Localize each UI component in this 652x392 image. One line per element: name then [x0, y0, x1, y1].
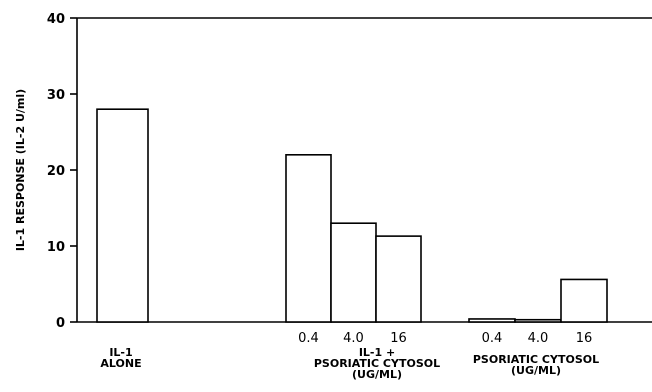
- y-axis-label: IL-1 RESPONSE (IL-2 U/ml): [14, 89, 27, 251]
- y-tick-label: 20: [47, 164, 65, 179]
- bar-category-label: 0.4: [298, 331, 319, 346]
- y-tick-label: 30: [47, 88, 65, 103]
- y-tick-label: 0: [56, 316, 65, 331]
- y-axis-ticks: 0 10 20 30 40: [47, 12, 77, 331]
- bar-category-label: 4.0: [528, 331, 549, 346]
- bar-labels: 0.4 4.0 16 0.4 4.0 16: [298, 331, 592, 346]
- bar: [285, 154, 332, 323]
- y-tick-label: 40: [47, 12, 65, 27]
- group-label-line: IL-1: [109, 346, 132, 359]
- group-label-line: (UG/ML): [352, 368, 402, 381]
- bar: [514, 318, 562, 323]
- bar-category-label: 16: [390, 331, 407, 346]
- bar-category-label: 0.4: [482, 331, 503, 346]
- group-label-line: ALONE: [100, 357, 141, 370]
- bars: [96, 108, 608, 323]
- bar-category-label: 16: [576, 331, 593, 346]
- bar: [330, 222, 377, 323]
- bar: [96, 108, 149, 323]
- group-label-line: PSORIATIC CYTOSOL: [473, 353, 599, 366]
- group-label-line: PSORIATIC CYTOSOL: [314, 357, 440, 370]
- bar-category-label: 4.0: [343, 331, 364, 346]
- bar: [375, 235, 422, 323]
- group-label-line: (UG/ML): [511, 364, 561, 377]
- group-label-line: IL-1 +: [359, 346, 395, 359]
- y-tick-label: 10: [47, 240, 65, 255]
- bar: [468, 318, 516, 323]
- bar: [560, 278, 608, 323]
